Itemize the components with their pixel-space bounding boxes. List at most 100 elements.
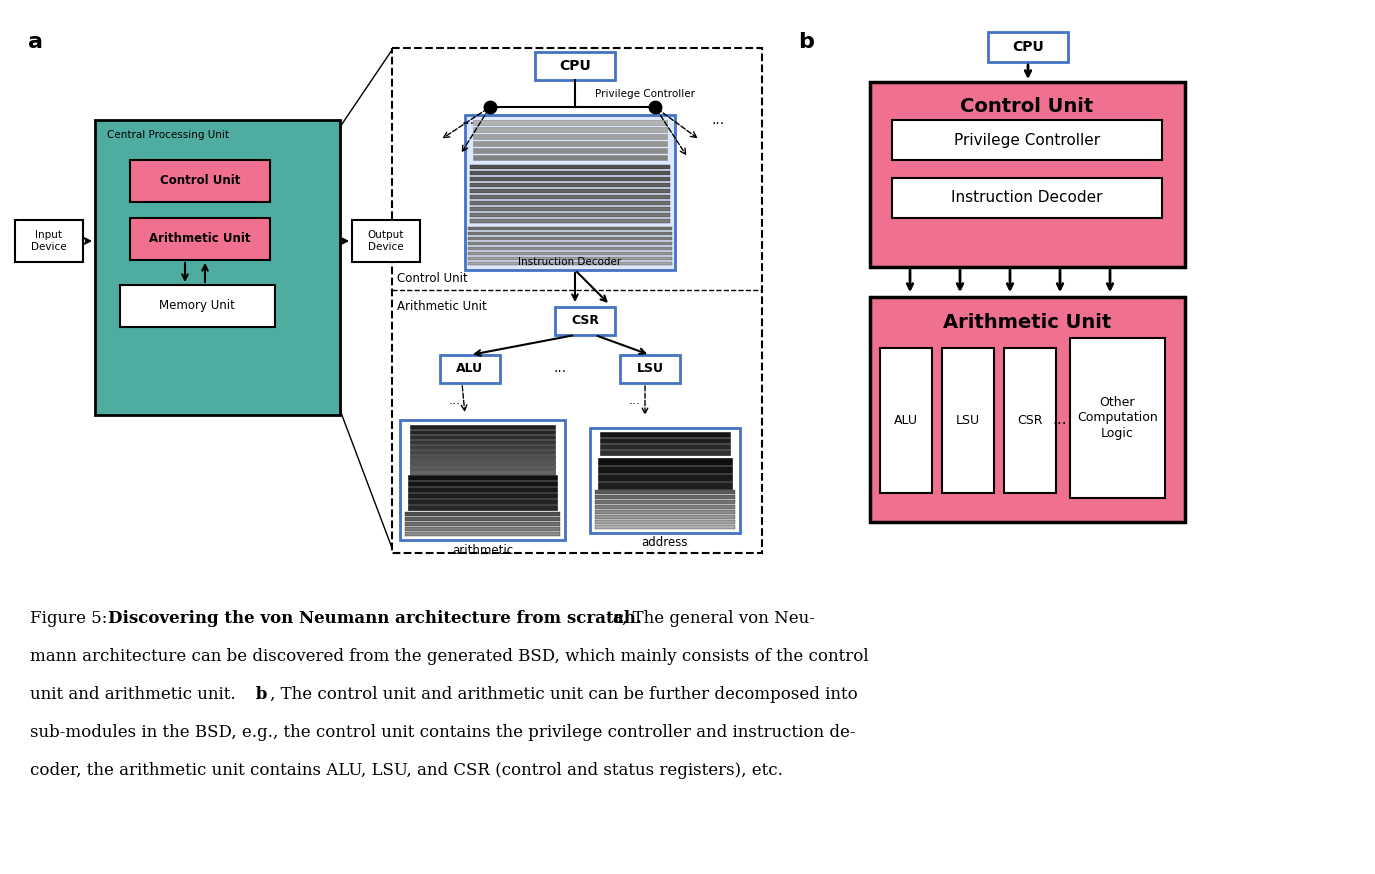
Bar (440, 355, 500, 383)
Bar (473, 127, 667, 132)
Text: b: b (250, 686, 267, 703)
Bar (556, 307, 615, 335)
Bar (470, 189, 670, 193)
Bar (410, 430, 556, 434)
Text: Arithmetic Unit: Arithmetic Unit (150, 232, 250, 246)
Text: Privilege Controller: Privilege Controller (595, 89, 694, 99)
Bar (468, 227, 672, 230)
Text: ...: ... (628, 393, 641, 406)
Bar (408, 505, 557, 510)
Bar (406, 522, 560, 526)
Bar (400, 420, 565, 540)
Bar (870, 297, 1185, 522)
Bar (473, 134, 667, 139)
Text: CPU: CPU (1012, 40, 1044, 54)
Text: sub-modules in the BSD, e.g., the control unit contains the privilege controller: sub-modules in the BSD, e.g., the contro… (30, 724, 855, 741)
Bar (880, 348, 932, 493)
Bar (15, 220, 82, 262)
Bar (470, 213, 670, 217)
Bar (410, 470, 556, 474)
Text: ...: ... (1053, 413, 1067, 427)
Bar (600, 438, 730, 443)
Bar (131, 160, 270, 202)
Bar (468, 237, 672, 240)
Text: LSU: LSU (956, 414, 980, 427)
Bar (406, 517, 560, 521)
Text: a: a (28, 32, 43, 52)
Bar (595, 505, 736, 509)
Text: Instruction Decoder: Instruction Decoder (951, 191, 1103, 205)
Bar (410, 465, 556, 469)
Bar (892, 178, 1162, 218)
Bar (468, 262, 672, 265)
Text: ...: ... (462, 113, 474, 127)
Bar (406, 532, 560, 536)
Bar (406, 512, 560, 516)
Bar (470, 183, 670, 187)
Text: CSR: CSR (571, 315, 600, 328)
Text: , The control unit and arithmetic unit can be further decomposed into: , The control unit and arithmetic unit c… (270, 686, 858, 703)
Text: CSR: CSR (1018, 414, 1042, 427)
Bar (468, 252, 672, 255)
Bar (468, 257, 672, 260)
Bar (410, 440, 556, 444)
Bar (470, 177, 670, 181)
Bar (595, 510, 736, 514)
Bar (352, 220, 419, 262)
Bar (620, 355, 681, 383)
Bar (600, 444, 730, 449)
Bar (598, 474, 732, 481)
Text: , The general von Neu-: , The general von Neu- (622, 610, 815, 627)
Text: unit and arithmetic unit.: unit and arithmetic unit. (30, 686, 235, 703)
Bar (1004, 348, 1056, 493)
Text: Input
Device: Input Device (32, 230, 67, 252)
Text: LSU: LSU (637, 363, 664, 376)
Bar (870, 82, 1185, 267)
Bar (942, 348, 994, 493)
Bar (595, 520, 736, 524)
Text: Control Unit: Control Unit (160, 175, 241, 188)
Bar (470, 165, 670, 169)
Bar (598, 458, 732, 465)
Text: b: b (798, 32, 814, 52)
Text: CPU: CPU (560, 59, 591, 73)
Bar (468, 242, 672, 245)
Bar (473, 155, 667, 160)
Bar (473, 148, 667, 153)
Text: ALU: ALU (456, 363, 484, 376)
Text: Arithmetic Unit: Arithmetic Unit (943, 313, 1111, 331)
Text: ALU: ALU (894, 414, 918, 427)
Bar (595, 495, 736, 499)
Bar (410, 460, 556, 464)
Bar (535, 52, 615, 80)
Bar (410, 425, 556, 429)
Bar (470, 195, 670, 199)
Text: Privilege Controller: Privilege Controller (954, 133, 1100, 148)
Bar (595, 525, 736, 529)
Text: address: address (642, 537, 689, 550)
Text: ...: ... (711, 113, 725, 127)
Text: Instruction Decoder: Instruction Decoder (518, 257, 622, 267)
Text: Figure 5:: Figure 5: (30, 610, 107, 627)
Text: a: a (612, 610, 623, 627)
Bar (408, 487, 557, 492)
Bar (595, 500, 736, 504)
Bar (95, 120, 340, 415)
Text: Arithmetic Unit: Arithmetic Unit (397, 301, 487, 314)
Bar (408, 481, 557, 486)
Bar (465, 115, 675, 270)
Text: Discovering the von Neumann architecture from scratch.: Discovering the von Neumann architecture… (109, 610, 642, 627)
Bar (410, 445, 556, 449)
Bar (470, 207, 670, 211)
Text: Control Unit: Control Unit (397, 272, 468, 285)
Bar (598, 466, 732, 473)
Bar (408, 475, 557, 480)
Text: coder, the arithmetic unit contains ALU, LSU, and CSR (control and status regist: coder, the arithmetic unit contains ALU,… (30, 762, 782, 779)
Bar (598, 482, 732, 489)
Text: arithmetic: arithmetic (452, 544, 513, 557)
Bar (600, 432, 730, 437)
Bar (595, 515, 736, 519)
Text: Memory Unit: Memory Unit (160, 300, 235, 313)
Bar (410, 435, 556, 439)
Text: Central Processing Unit: Central Processing Unit (107, 130, 230, 140)
